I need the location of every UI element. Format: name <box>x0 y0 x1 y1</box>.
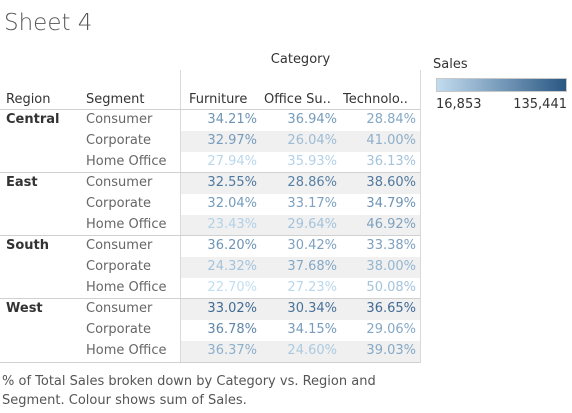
table-cell[interactable]: 50.08% <box>366 280 416 295</box>
table-cell[interactable]: 36.94% <box>287 112 337 127</box>
column-header-technology[interactable]: Technolo.. <box>343 92 408 107</box>
table-cell[interactable]: 36.78% <box>207 322 257 337</box>
table-cell[interactable]: 22.70% <box>207 280 257 295</box>
region-label[interactable]: South <box>6 238 50 253</box>
segment-label[interactable]: Corporate <box>86 196 151 211</box>
table-cell[interactable]: 34.21% <box>207 112 257 127</box>
region-label[interactable]: Central <box>6 112 60 127</box>
table-cell[interactable]: 32.97% <box>207 133 257 148</box>
table-cell[interactable]: 38.00% <box>366 259 416 274</box>
table-cell[interactable]: 29.06% <box>366 322 416 337</box>
table-cell[interactable]: 30.34% <box>287 301 337 316</box>
table-cell[interactable]: 28.86% <box>287 175 337 190</box>
segment-label[interactable]: Home Office <box>86 217 167 232</box>
table-cell[interactable]: 36.37% <box>207 343 257 358</box>
row-band <box>181 299 420 320</box>
table-cell[interactable]: 32.04% <box>207 196 257 211</box>
legend-min-label: 16,853 <box>436 97 482 112</box>
table-cell[interactable]: 38.60% <box>366 175 416 190</box>
row-band <box>181 215 420 236</box>
row-band <box>181 173 420 194</box>
segment-label[interactable]: Corporate <box>86 259 151 274</box>
region-divider <box>0 172 420 173</box>
table-cell[interactable]: 34.79% <box>366 196 416 211</box>
row-band <box>181 257 420 278</box>
table-cell[interactable]: 24.60% <box>287 343 337 358</box>
table-cell[interactable]: 28.84% <box>366 112 416 127</box>
segment-label[interactable]: Consumer <box>86 175 153 190</box>
table-cell[interactable]: 35.93% <box>287 154 337 169</box>
table-cell[interactable]: 23.43% <box>207 217 257 232</box>
table-cell[interactable]: 26.04% <box>287 133 337 148</box>
table-cell[interactable]: 33.38% <box>366 238 416 253</box>
table-cell[interactable]: 34.15% <box>287 322 337 337</box>
table-cell[interactable]: 36.13% <box>366 154 416 169</box>
region-label[interactable]: East <box>6 175 38 190</box>
column-header-office-supplies[interactable]: Office Su.. <box>264 92 331 107</box>
table-cell[interactable]: 33.17% <box>287 196 337 211</box>
table-cell[interactable]: 29.64% <box>287 217 337 232</box>
row-band <box>181 341 420 362</box>
table-cell[interactable]: 39.03% <box>366 343 416 358</box>
sheet-caption: % of Total Sales broken down by Category… <box>2 374 376 408</box>
segment-label[interactable]: Corporate <box>86 133 151 148</box>
table-cell[interactable]: 37.68% <box>287 259 337 274</box>
column-divider-left <box>180 70 181 363</box>
table-cell[interactable]: 36.65% <box>366 301 416 316</box>
segment-header: Segment <box>86 92 145 107</box>
segment-label[interactable]: Consumer <box>86 238 153 253</box>
column-header-furniture[interactable]: Furniture <box>189 92 248 107</box>
table-cell[interactable]: 30.42% <box>287 238 337 253</box>
legend-title: Sales <box>433 57 468 72</box>
color-legend-bar[interactable] <box>436 78 567 92</box>
segment-label[interactable]: Home Office <box>86 280 167 295</box>
sheet-title: Sheet 4 <box>4 10 93 36</box>
segment-label[interactable]: Consumer <box>86 112 153 127</box>
table-cell[interactable]: 41.00% <box>366 133 416 148</box>
segment-label[interactable]: Consumer <box>86 301 153 316</box>
column-divider-right <box>420 70 421 363</box>
segment-label[interactable]: Home Office <box>86 154 167 169</box>
table-cell[interactable]: 32.55% <box>207 175 257 190</box>
table-bottom-border <box>0 362 420 363</box>
region-divider <box>0 235 420 236</box>
table-cell[interactable]: 24.32% <box>207 259 257 274</box>
table-cell[interactable]: 27.23% <box>287 280 337 295</box>
region-header: Region <box>6 92 51 107</box>
table-cell[interactable]: 27.94% <box>207 154 257 169</box>
table-cell[interactable]: 33.02% <box>207 301 257 316</box>
region-divider <box>0 298 420 299</box>
table-cell[interactable]: 36.20% <box>207 238 257 253</box>
region-label[interactable]: West <box>6 301 43 316</box>
header-divider <box>0 109 420 110</box>
table-cell[interactable]: 46.92% <box>366 217 416 232</box>
row-band <box>181 131 420 152</box>
segment-label[interactable]: Corporate <box>86 322 151 337</box>
segment-label[interactable]: Home Office <box>86 343 167 358</box>
legend-max-label: 135,441 <box>513 97 567 112</box>
category-header: Category <box>270 52 331 67</box>
